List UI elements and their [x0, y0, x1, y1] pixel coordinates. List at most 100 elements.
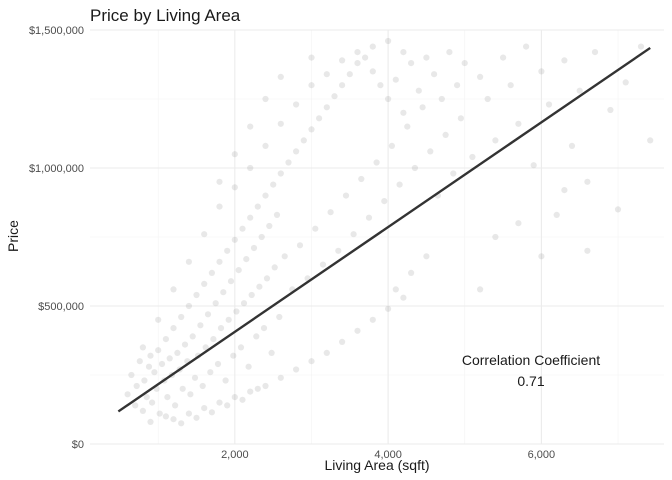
data-point	[454, 82, 461, 89]
data-point	[231, 236, 238, 243]
data-point	[308, 54, 315, 61]
data-point	[247, 164, 254, 172]
data-point	[377, 82, 384, 89]
data-point	[591, 49, 599, 56]
data-point	[492, 233, 499, 241]
data-point	[308, 358, 315, 365]
data-point	[179, 385, 186, 392]
data-point	[312, 225, 319, 232]
y-axis-tick-labels: $0 $500,000 $1,000,000 $1,500,000	[29, 25, 84, 451]
data-point	[373, 159, 380, 166]
data-point	[457, 115, 464, 122]
data-point	[484, 95, 491, 103]
data-point	[362, 54, 369, 61]
data-point	[515, 120, 522, 127]
data-point	[339, 57, 346, 64]
data-point	[191, 374, 199, 381]
data-point	[469, 153, 476, 161]
correlation-label: Correlation Coefficient	[462, 352, 600, 368]
data-point	[296, 242, 304, 249]
chart-title: Price by Living Area	[90, 6, 241, 25]
data-point	[438, 95, 445, 103]
data-point	[181, 341, 189, 348]
data-point	[187, 391, 194, 398]
data-point	[139, 407, 146, 414]
data-point	[162, 336, 169, 343]
data-point	[388, 142, 395, 149]
data-point	[647, 137, 654, 144]
data-point	[316, 115, 323, 122]
data-point	[423, 54, 430, 61]
data-point	[231, 151, 238, 158]
data-point	[271, 264, 278, 271]
data-point	[197, 322, 204, 329]
data-point	[139, 344, 146, 351]
data-point	[277, 374, 284, 381]
data-point	[254, 385, 261, 392]
data-point	[607, 106, 614, 114]
data-point	[408, 269, 415, 276]
data-point	[427, 148, 434, 155]
data-point	[339, 338, 346, 345]
major-gridlines	[90, 29, 664, 445]
data-point	[538, 68, 545, 75]
data-point	[174, 349, 181, 356]
data-point	[185, 410, 192, 417]
data-point	[500, 54, 507, 61]
data-point	[323, 349, 330, 356]
y-tick-label: $0	[72, 439, 84, 451]
data-point	[210, 336, 217, 343]
data-point	[339, 82, 346, 89]
data-point	[207, 369, 214, 376]
data-point	[124, 391, 131, 398]
data-point	[262, 382, 269, 390]
data-point	[342, 192, 350, 199]
data-point	[300, 137, 307, 144]
data-point	[178, 313, 185, 321]
data-point	[277, 73, 284, 80]
data-point	[584, 247, 591, 254]
data-point	[250, 244, 258, 252]
data-point	[253, 333, 260, 340]
data-point	[268, 349, 275, 356]
data-point	[285, 159, 292, 166]
data-point	[263, 275, 271, 282]
data-point	[369, 68, 376, 75]
data-point	[561, 57, 568, 64]
data-point	[240, 300, 248, 307]
data-point	[204, 311, 212, 318]
data-point	[222, 377, 229, 384]
data-point	[260, 325, 268, 332]
data-point	[143, 394, 150, 401]
data-point	[185, 302, 192, 310]
data-point	[346, 71, 353, 78]
data-point	[530, 162, 537, 169]
data-point	[132, 402, 139, 409]
data-point	[423, 253, 430, 260]
data-point	[216, 399, 223, 406]
y-tick-label: $1,500,000	[29, 25, 84, 37]
data-point	[170, 325, 177, 332]
data-point	[231, 394, 238, 401]
data-point	[281, 253, 288, 260]
data-point	[262, 95, 269, 103]
data-point	[158, 360, 166, 368]
data-point	[262, 192, 269, 199]
data-point	[227, 278, 235, 285]
data-point	[276, 313, 283, 321]
data-point	[507, 82, 514, 89]
data-point	[545, 101, 553, 108]
data-point	[293, 366, 300, 373]
data-point	[217, 325, 225, 332]
minor-gridlines	[90, 30, 664, 444]
data-point	[247, 214, 254, 221]
data-point	[145, 363, 153, 370]
data-point	[477, 73, 484, 80]
data-point	[392, 76, 399, 83]
data-point	[354, 60, 361, 67]
data-point	[214, 360, 222, 368]
data-point	[385, 305, 392, 312]
data-point	[523, 43, 530, 50]
data-point	[415, 87, 422, 94]
data-point	[350, 231, 357, 238]
